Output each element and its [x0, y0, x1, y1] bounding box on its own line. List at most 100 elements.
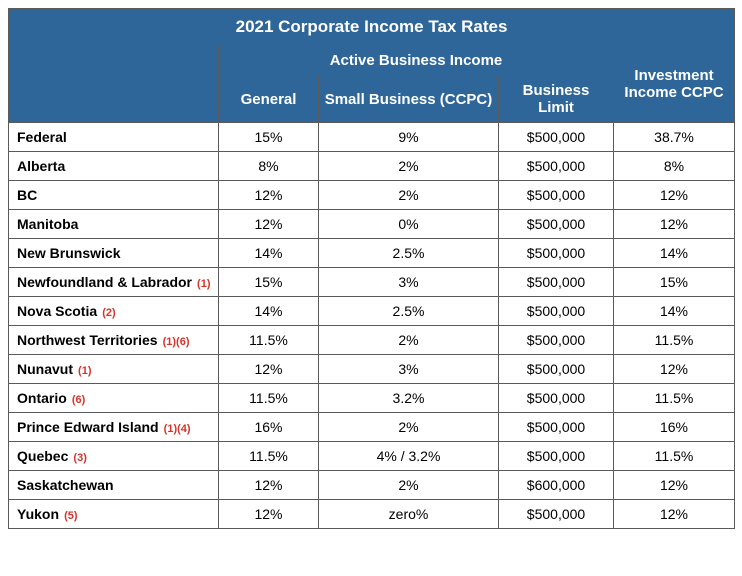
jurisdiction-name: Nunavut: [17, 361, 73, 377]
jurisdiction-cell: Nunavut (1): [9, 355, 219, 384]
small-cell: 0%: [319, 210, 499, 239]
jurisdiction-cell: Saskatchewan: [9, 471, 219, 500]
jurisdiction-name: Northwest Territories: [17, 332, 158, 348]
table-row: Manitoba12%0%$500,00012%: [9, 210, 735, 239]
limit-cell: $500,000: [499, 326, 614, 355]
small-cell: 2.5%: [319, 297, 499, 326]
jurisdiction-cell: Northwest Territories (1)(6): [9, 326, 219, 355]
table-row: Nunavut (1)12%3%$500,00012%: [9, 355, 735, 384]
small-cell: 3.2%: [319, 384, 499, 413]
invest-cell: 14%: [614, 297, 735, 326]
table-row: Quebec (3)11.5%4% / 3.2%$500,00011.5%: [9, 442, 735, 471]
general-cell: 12%: [219, 355, 319, 384]
footnote-ref: (1): [194, 278, 211, 290]
invest-cell: 11.5%: [614, 326, 735, 355]
invest-cell: 16%: [614, 413, 735, 442]
jurisdiction-name: Quebec: [17, 448, 68, 464]
table-row: Federal15%9%$500,00038.7%: [9, 123, 735, 152]
header-blank: [9, 46, 219, 123]
limit-cell: $500,000: [499, 123, 614, 152]
jurisdiction-cell: New Brunswick: [9, 239, 219, 268]
footnote-ref: (1)(4): [161, 423, 191, 435]
invest-cell: 38.7%: [614, 123, 735, 152]
invest-cell: 11.5%: [614, 442, 735, 471]
small-cell: 2%: [319, 152, 499, 181]
jurisdiction-name: Ontario: [17, 390, 67, 406]
limit-cell: $500,000: [499, 442, 614, 471]
limit-cell: $500,000: [499, 355, 614, 384]
jurisdiction-name: Alberta: [17, 158, 65, 174]
table-row: Nova Scotia (2)14%2.5%$500,00014%: [9, 297, 735, 326]
general-cell: 12%: [219, 500, 319, 529]
small-cell: 2%: [319, 413, 499, 442]
jurisdiction-name: Saskatchewan: [17, 477, 114, 493]
header-small-business: Small Business (CCPC): [319, 76, 499, 123]
general-cell: 11.5%: [219, 384, 319, 413]
general-cell: 12%: [219, 181, 319, 210]
table-row: Prince Edward Island (1)(4)16%2%$500,000…: [9, 413, 735, 442]
invest-cell: 8%: [614, 152, 735, 181]
general-cell: 14%: [219, 297, 319, 326]
invest-cell: 15%: [614, 268, 735, 297]
limit-cell: $500,000: [499, 413, 614, 442]
invest-cell: 11.5%: [614, 384, 735, 413]
jurisdiction-name: Manitoba: [17, 216, 78, 232]
small-cell: zero%: [319, 500, 499, 529]
jurisdiction-name: BC: [17, 187, 37, 203]
invest-cell: 12%: [614, 181, 735, 210]
limit-cell: $500,000: [499, 500, 614, 529]
table-row: Ontario (6)11.5%3.2%$500,00011.5%: [9, 384, 735, 413]
general-cell: 16%: [219, 413, 319, 442]
general-cell: 14%: [219, 239, 319, 268]
limit-cell: $600,000: [499, 471, 614, 500]
table-row: New Brunswick14%2.5%$500,00014%: [9, 239, 735, 268]
tax-rates-table: 2021 Corporate Income Tax Rates Active B…: [8, 8, 735, 529]
jurisdiction-cell: Manitoba: [9, 210, 219, 239]
table-row: Newfoundland & Labrador (1)15%3%$500,000…: [9, 268, 735, 297]
jurisdiction-cell: Nova Scotia (2): [9, 297, 219, 326]
footnote-ref: (3): [70, 452, 87, 464]
jurisdiction-cell: Federal: [9, 123, 219, 152]
invest-cell: 12%: [614, 210, 735, 239]
header-investment: Investment Income CCPC: [614, 46, 735, 123]
tax-table-container: 2021 Corporate Income Tax Rates Active B…: [8, 8, 734, 529]
header-general: General: [219, 76, 319, 123]
invest-cell: 12%: [614, 471, 735, 500]
jurisdiction-name: Newfoundland & Labrador: [17, 274, 192, 290]
small-cell: 9%: [319, 123, 499, 152]
limit-cell: $500,000: [499, 239, 614, 268]
jurisdiction-name: Yukon: [17, 506, 59, 522]
jurisdiction-name: New Brunswick: [17, 245, 120, 261]
footnote-ref: (6): [69, 394, 86, 406]
table-row: Saskatchewan12%2%$600,00012%: [9, 471, 735, 500]
limit-cell: $500,000: [499, 152, 614, 181]
footnote-ref: (1): [75, 365, 92, 377]
limit-cell: $500,000: [499, 210, 614, 239]
jurisdiction-cell: Yukon (5): [9, 500, 219, 529]
small-cell: 3%: [319, 355, 499, 384]
table-title: 2021 Corporate Income Tax Rates: [9, 9, 735, 46]
general-cell: 8%: [219, 152, 319, 181]
limit-cell: $500,000: [499, 384, 614, 413]
jurisdiction-cell: Quebec (3): [9, 442, 219, 471]
jurisdiction-cell: Ontario (6): [9, 384, 219, 413]
invest-cell: 14%: [614, 239, 735, 268]
small-cell: 3%: [319, 268, 499, 297]
small-cell: 2%: [319, 181, 499, 210]
general-cell: 11.5%: [219, 442, 319, 471]
general-cell: 12%: [219, 471, 319, 500]
jurisdiction-cell: BC: [9, 181, 219, 210]
table-row: Yukon (5)12%zero%$500,00012%: [9, 500, 735, 529]
jurisdiction-cell: Prince Edward Island (1)(4): [9, 413, 219, 442]
small-cell: 2.5%: [319, 239, 499, 268]
general-cell: 12%: [219, 210, 319, 239]
jurisdiction-name: Prince Edward Island: [17, 419, 159, 435]
limit-cell: $500,000: [499, 181, 614, 210]
invest-cell: 12%: [614, 500, 735, 529]
invest-cell: 12%: [614, 355, 735, 384]
footnote-ref: (1)(6): [160, 336, 190, 348]
table-row: BC12%2%$500,00012%: [9, 181, 735, 210]
jurisdiction-name: Nova Scotia: [17, 303, 97, 319]
jurisdiction-cell: Newfoundland & Labrador (1): [9, 268, 219, 297]
small-cell: 2%: [319, 471, 499, 500]
